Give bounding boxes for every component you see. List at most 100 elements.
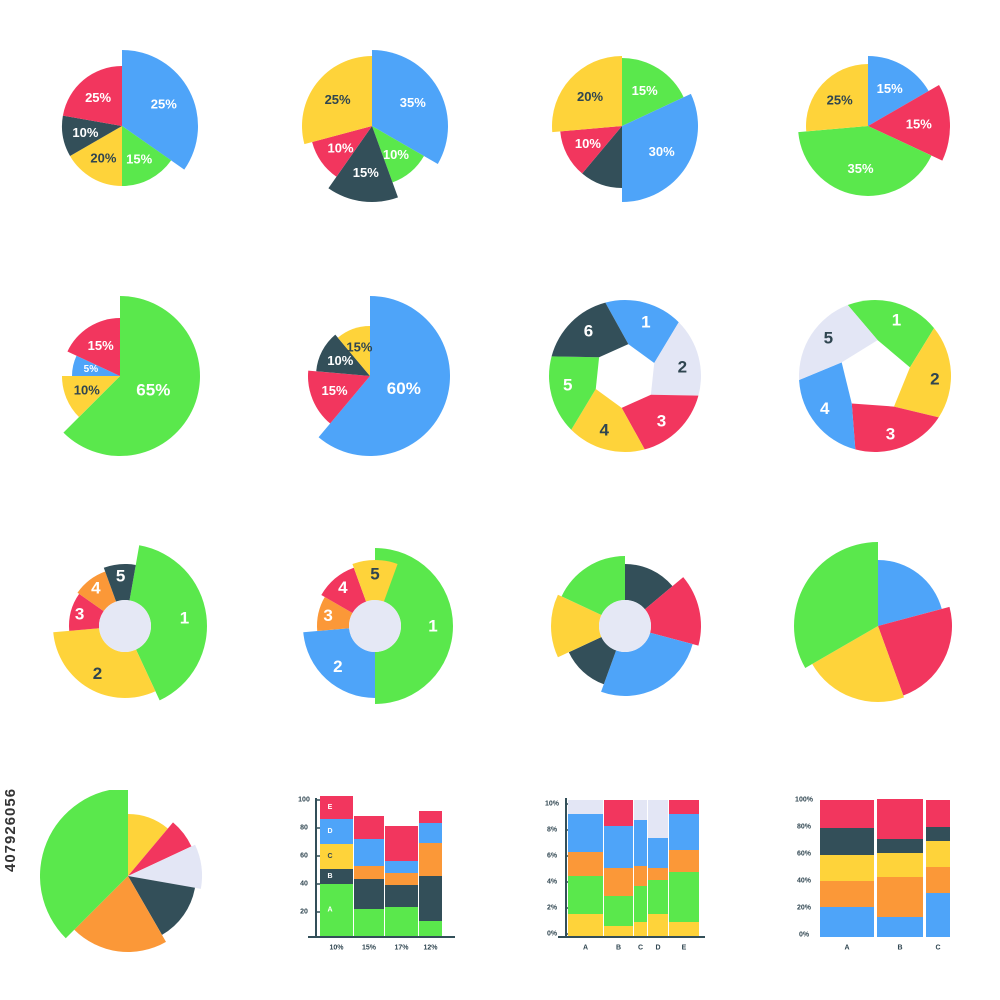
y-tick-label: 100: [298, 797, 310, 804]
mekko-cell: [634, 866, 647, 886]
donut-segment: [644, 577, 701, 646]
mekko-cell: [320, 884, 353, 936]
mekko-cell: [648, 800, 668, 838]
mekko-cell: [669, 814, 699, 850]
pie-slice: [122, 50, 199, 170]
mekko-cell: [568, 814, 603, 852]
mekko-cell: [568, 800, 603, 814]
donut-segment: [601, 632, 693, 696]
mekko-cell: [820, 907, 874, 937]
x-tick-label: 15%: [362, 945, 377, 952]
y-tick-label: 4%: [547, 879, 558, 886]
ring-segment: [847, 300, 935, 368]
slice-label: 60%: [387, 379, 421, 398]
segment-label: E: [328, 804, 333, 811]
pie-slice: [798, 126, 932, 196]
slice-label: 15%: [632, 83, 658, 98]
pie-slice: [308, 370, 370, 424]
pie-icon-5: 65% 10% 5% 15%: [62, 296, 200, 456]
segment-label: 1: [428, 617, 437, 636]
segment-label: 3: [886, 425, 895, 444]
mekko-cell: [669, 850, 699, 872]
ring-segment: [551, 302, 629, 358]
pie-icon-2: 35%10%15%10%25%: [302, 50, 449, 203]
donut-segment: [352, 560, 398, 602]
ring-segment: [851, 403, 939, 452]
y-tick-label: 80: [300, 825, 308, 832]
mekko-cell: [568, 914, 603, 936]
pie-slice: [868, 56, 929, 126]
donut-center: [599, 600, 651, 652]
ring-segment: [799, 362, 856, 450]
mekko-cell: [604, 896, 633, 926]
hexagon-ring-icon: 1 2 3 4 5 6: [549, 300, 701, 452]
pie-slice: [128, 876, 195, 935]
mekko-cell: [320, 869, 353, 884]
pie-slice: [793, 542, 878, 668]
mekko-cell: [419, 823, 442, 843]
pie-icon-3: 15% 30% 10% 20%: [552, 56, 699, 202]
pie-slice: [128, 844, 203, 889]
mekko-cell: [648, 838, 668, 868]
y-tick-label: 40: [300, 881, 308, 888]
mekko-cell: [877, 877, 923, 917]
x-tick-label: E: [682, 945, 687, 952]
slice-label: 10%: [327, 141, 353, 156]
mekko-cell: [820, 855, 874, 881]
pie-slice: [61, 115, 122, 156]
mekko-cell: [820, 800, 874, 828]
mekko-cell: [419, 876, 442, 921]
mekko-cell: [385, 826, 418, 861]
mekko-cell: [568, 876, 603, 914]
x-tick-label: 12%: [423, 945, 438, 952]
segment-label: 1: [892, 311, 901, 330]
y-tick-label: 40%: [797, 878, 812, 885]
slice-label: 25%: [85, 90, 111, 105]
x-tick-label: B: [897, 945, 902, 952]
segment-label: A: [327, 907, 332, 914]
donut-center: [349, 600, 401, 652]
pie-slice: [316, 334, 370, 376]
mekko-cell: [648, 914, 668, 936]
mekko-cell: [820, 881, 874, 907]
pie-slice: [337, 326, 370, 376]
slice-label: 15%: [126, 152, 152, 167]
segment-label: 3: [75, 604, 84, 623]
pie-slice: [806, 64, 868, 132]
segment-label: 1: [180, 609, 189, 628]
slice-label: 20%: [577, 89, 603, 104]
pentagon-ring-icon: 1 2 3 4 5: [798, 300, 951, 452]
x-tick-label: 17%: [394, 945, 409, 952]
mekko-cell: [604, 868, 633, 896]
stock-image-id: 407926056: [2, 787, 19, 873]
segment-label: 4: [820, 399, 830, 418]
mekko-cell: [926, 827, 950, 841]
mekko-chart-icon-2: 10% 8% 6% 4% 2% 0% A B C D E: [545, 798, 705, 952]
pie-slice: [72, 355, 120, 376]
slice-label: 5%: [84, 364, 99, 375]
mekko-cell: [648, 880, 668, 914]
pie-slice: [868, 85, 950, 161]
mekko-cell: [604, 800, 633, 826]
ring-segment: [571, 389, 645, 452]
mekko-cell: [354, 816, 384, 839]
y-tick-label: 20%: [797, 905, 812, 912]
pie-icon-6: 60%15%10%15%: [308, 296, 451, 456]
pie-slice: [560, 126, 622, 174]
slice-label: 65%: [136, 380, 170, 399]
mekko-cell: [419, 811, 442, 823]
mekko-cell: [820, 828, 874, 855]
pie-slice: [302, 56, 372, 145]
segment-label: D: [327, 828, 332, 835]
mekko-cell: [354, 909, 384, 936]
slice-label: 20%: [90, 151, 116, 166]
segment-label: 2: [930, 370, 939, 389]
mekko-cell: [634, 886, 647, 922]
slice-label: 15%: [906, 116, 932, 131]
x-tick-label: A: [583, 945, 588, 952]
donut-segment: [103, 563, 136, 602]
x-tick-label: B: [616, 945, 621, 952]
pie-slice: [67, 318, 120, 376]
y-tick-label: 60: [300, 853, 308, 860]
